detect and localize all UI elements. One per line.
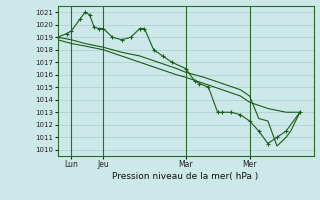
X-axis label: Pression niveau de la mer( hPa ): Pression niveau de la mer( hPa ) — [112, 172, 259, 181]
